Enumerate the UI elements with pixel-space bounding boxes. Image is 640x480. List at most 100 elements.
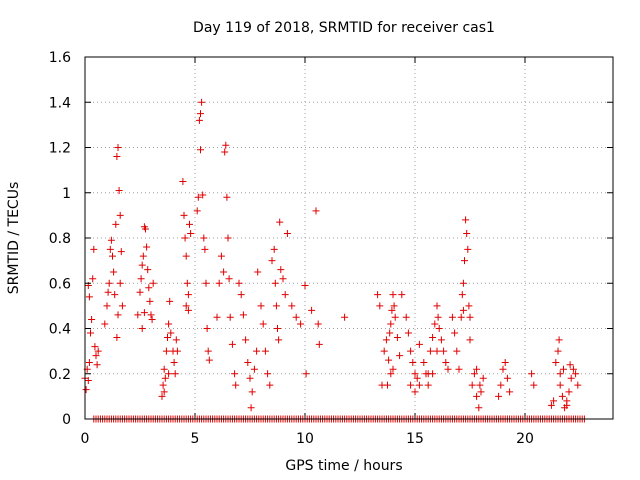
- data-point: [112, 220, 120, 228]
- data-point: [215, 279, 223, 287]
- data-point: [461, 257, 468, 265]
- data-point: [195, 116, 203, 124]
- data-point: [413, 374, 421, 382]
- data-point: [341, 313, 349, 321]
- data-point: [554, 347, 562, 355]
- data-point: [459, 279, 467, 287]
- data-point: [173, 347, 181, 355]
- data-point: [479, 374, 487, 382]
- data-point: [572, 370, 580, 378]
- data-point: [165, 370, 173, 378]
- data-point: [179, 177, 187, 185]
- data-point: [247, 404, 255, 412]
- data-point: [138, 325, 146, 332]
- y-tick-label: 0.4: [49, 322, 71, 338]
- data-point: [453, 347, 461, 355]
- data-point: [315, 340, 323, 348]
- data-point: [228, 340, 236, 348]
- data-point: [226, 313, 234, 321]
- data-point: [475, 404, 483, 412]
- data-point: [139, 252, 147, 260]
- data-point: [140, 309, 148, 317]
- data-point: [389, 365, 397, 373]
- data-point: [468, 381, 476, 389]
- data-point: [167, 329, 175, 337]
- data-point: [552, 358, 560, 366]
- data-point: [415, 381, 423, 389]
- data-point: [203, 325, 211, 332]
- data-point: [376, 302, 384, 310]
- data-point: [194, 193, 202, 201]
- data-point: [297, 320, 305, 328]
- data-point: [473, 392, 481, 400]
- data-point: [506, 388, 514, 396]
- data-point: [91, 343, 99, 351]
- chart-title: Day 119 of 2018, SRMTID for receiver cas…: [193, 20, 495, 36]
- y-tick-label: 0.8: [49, 231, 71, 247]
- data-point: [202, 279, 210, 287]
- data-point: [223, 193, 231, 201]
- data-points: [81, 98, 588, 423]
- data-point: [264, 370, 272, 378]
- data-point: [473, 365, 481, 373]
- data-point: [426, 347, 434, 355]
- data-point: [396, 352, 404, 360]
- data-point: [274, 325, 281, 332]
- data-point: [402, 313, 410, 321]
- data-point: [560, 365, 567, 373]
- data-point: [193, 207, 201, 215]
- x-tick-label: 20: [516, 431, 534, 447]
- data-point: [435, 325, 443, 332]
- data-point: [470, 370, 478, 378]
- data-point: [272, 302, 280, 310]
- data-point: [281, 291, 289, 299]
- data-point: [137, 275, 145, 283]
- data-point: [197, 146, 204, 154]
- data-point: [183, 279, 191, 287]
- data-point: [477, 388, 485, 396]
- data-point: [248, 388, 256, 396]
- data-point: [442, 358, 450, 366]
- data-point: [115, 186, 123, 194]
- data-point: [277, 266, 285, 274]
- data-point: [567, 374, 575, 382]
- data-point: [464, 245, 472, 253]
- data-point: [201, 245, 209, 253]
- data-point: [237, 291, 245, 299]
- data-point: [451, 329, 459, 337]
- data-point: [171, 370, 179, 378]
- y-tick-label: 0.6: [49, 276, 71, 292]
- data-point: [302, 370, 310, 378]
- data-point: [556, 381, 564, 389]
- data-point: [220, 268, 228, 276]
- x-tick-label: 0: [81, 431, 90, 447]
- data-point: [547, 401, 555, 409]
- data-point: [279, 275, 287, 283]
- data-point: [462, 216, 470, 224]
- data-point: [142, 225, 149, 233]
- data-point: [283, 229, 291, 237]
- data-point: [415, 340, 423, 348]
- data-point: [105, 279, 113, 287]
- data-point: [393, 334, 401, 342]
- data-point: [158, 392, 166, 400]
- y-tick-label: 0: [62, 412, 71, 428]
- data-point: [276, 218, 284, 226]
- data-point: [85, 293, 93, 301]
- data-point: [204, 347, 212, 355]
- data-point: [387, 370, 395, 378]
- data-point: [387, 320, 395, 328]
- data-point: [463, 229, 471, 237]
- data-point: [87, 329, 94, 337]
- x-tick-label: 10: [296, 431, 314, 447]
- data-point: [569, 365, 577, 373]
- data-point: [558, 392, 566, 400]
- data-point: [184, 306, 192, 314]
- data-point: [382, 336, 390, 344]
- data-point: [466, 313, 474, 321]
- data-point: [314, 320, 322, 328]
- data-point: [457, 313, 465, 321]
- data-point: [440, 347, 448, 355]
- data-point: [455, 365, 463, 373]
- data-point: [116, 279, 124, 287]
